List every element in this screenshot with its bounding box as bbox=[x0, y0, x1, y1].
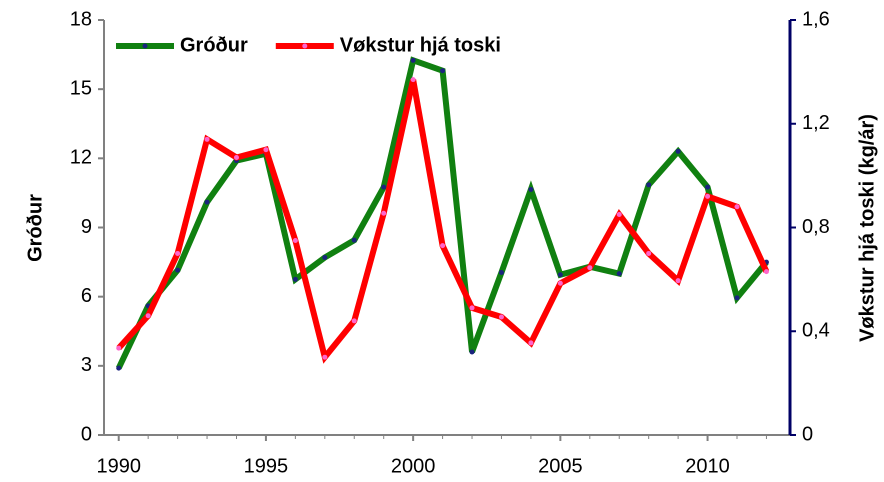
point bbox=[646, 250, 652, 256]
x-tick-label: 2005 bbox=[538, 455, 583, 477]
point bbox=[410, 77, 416, 83]
point bbox=[705, 184, 711, 190]
point bbox=[204, 136, 210, 142]
point bbox=[705, 193, 711, 199]
x-tick-label: 2000 bbox=[391, 455, 436, 477]
legend-label: Vøkstur hjá toski bbox=[340, 34, 501, 56]
y2-tick-label: 1,6 bbox=[802, 8, 830, 30]
point bbox=[116, 365, 122, 371]
point bbox=[322, 354, 328, 360]
point bbox=[646, 182, 652, 188]
point bbox=[175, 250, 181, 256]
point bbox=[763, 269, 769, 275]
x-tick-label: 1990 bbox=[96, 455, 141, 477]
point bbox=[734, 204, 740, 210]
series-line bbox=[116, 79, 770, 364]
point bbox=[498, 314, 504, 320]
y-tick-label: 0 bbox=[81, 423, 92, 445]
legend-label: Gróður bbox=[180, 34, 248, 56]
point bbox=[322, 254, 328, 260]
point bbox=[204, 199, 210, 205]
point bbox=[175, 267, 181, 273]
point bbox=[263, 147, 269, 153]
y-tick-label: 15 bbox=[70, 77, 92, 99]
legend-marker bbox=[142, 43, 148, 49]
point bbox=[233, 154, 239, 160]
point bbox=[381, 210, 387, 216]
point bbox=[528, 340, 534, 346]
y-tick-label: 3 bbox=[81, 354, 92, 376]
y2-axis-title: Vøkstur hjá toski (kg/ár) bbox=[856, 114, 878, 342]
point bbox=[675, 278, 681, 284]
point bbox=[292, 276, 298, 282]
point bbox=[410, 57, 416, 63]
point bbox=[116, 345, 122, 351]
point bbox=[292, 237, 298, 243]
point bbox=[469, 349, 475, 355]
point bbox=[498, 269, 504, 275]
y2-tick-label: 0,4 bbox=[802, 320, 830, 342]
point bbox=[351, 318, 357, 324]
y2-tick-label: 1,2 bbox=[802, 112, 830, 134]
y2-tick-label: 0 bbox=[802, 423, 813, 445]
point bbox=[440, 68, 446, 74]
y-axis-title: Gróður bbox=[24, 194, 46, 262]
point bbox=[557, 280, 563, 286]
point bbox=[675, 148, 681, 154]
y-tick-label: 18 bbox=[70, 8, 92, 30]
point bbox=[145, 313, 151, 319]
point bbox=[528, 186, 534, 192]
point bbox=[734, 295, 740, 301]
y-tick-label: 6 bbox=[81, 285, 92, 307]
y-tick-label: 12 bbox=[70, 147, 92, 169]
point bbox=[351, 237, 357, 243]
y2-tick-label: 0,8 bbox=[802, 216, 830, 238]
point bbox=[616, 212, 622, 218]
point bbox=[381, 184, 387, 190]
x-tick-label: 2010 bbox=[685, 455, 730, 477]
point bbox=[469, 305, 475, 311]
point bbox=[440, 243, 446, 249]
y-tick-label: 9 bbox=[81, 216, 92, 238]
point bbox=[557, 272, 563, 278]
x-tick-label: 1995 bbox=[244, 455, 289, 477]
legend-marker bbox=[302, 43, 308, 49]
point bbox=[616, 271, 622, 277]
point bbox=[587, 265, 593, 271]
series-line bbox=[116, 56, 769, 370]
